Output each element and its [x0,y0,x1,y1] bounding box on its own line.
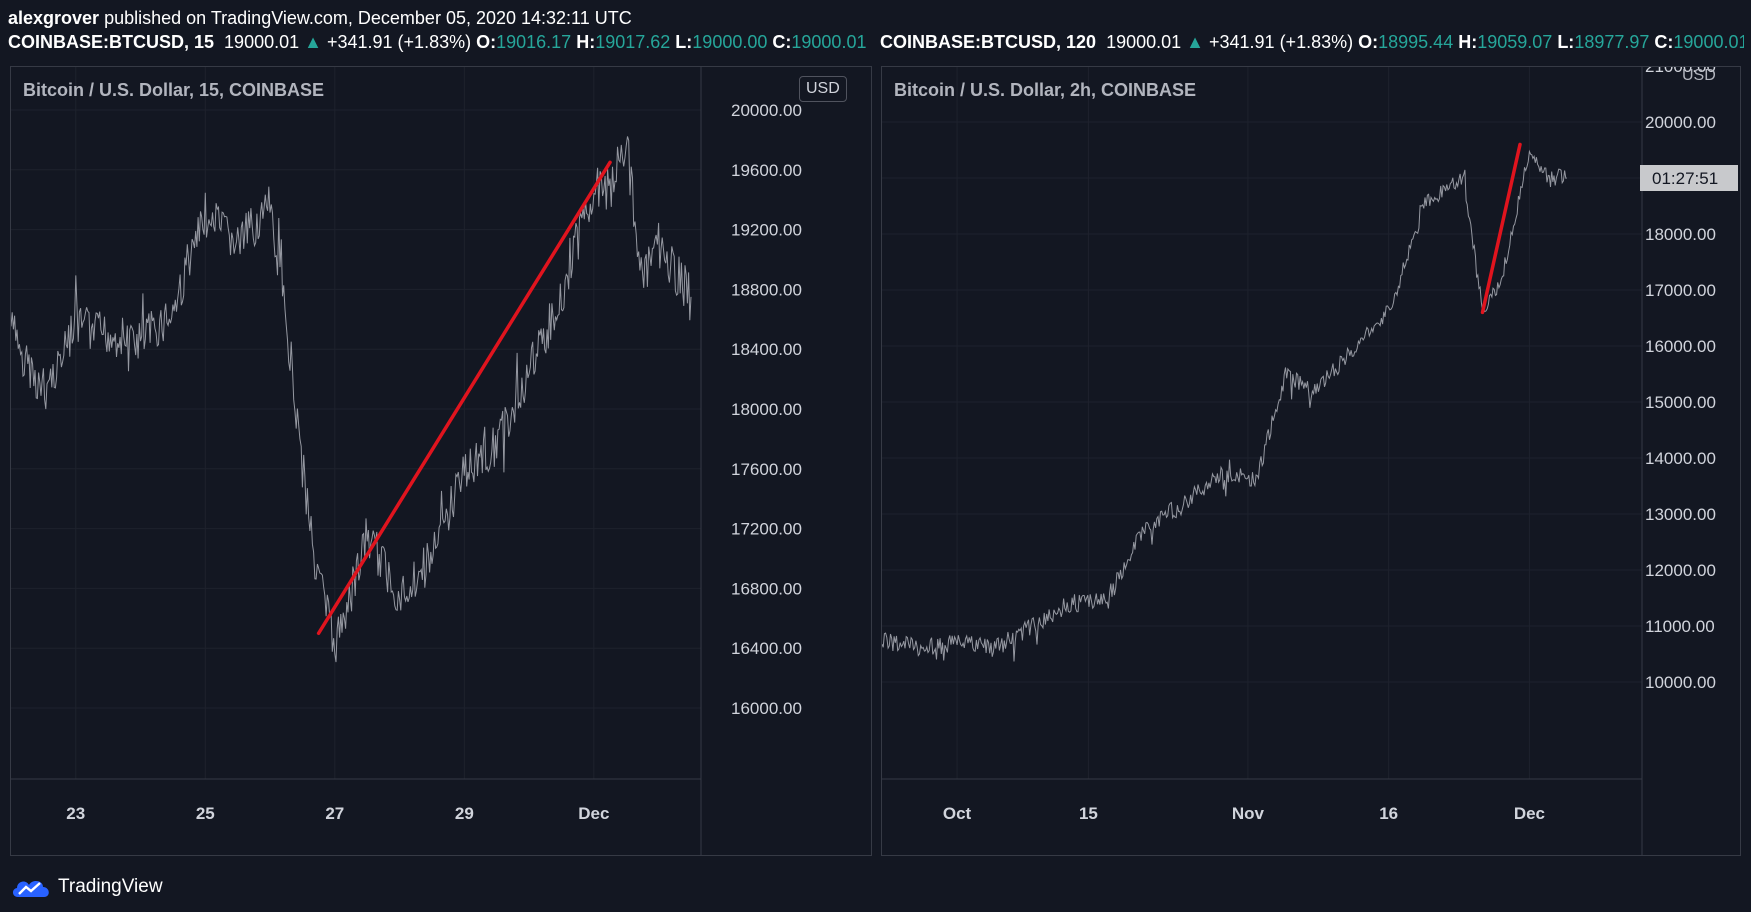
y-tick-label: 18400.00 [731,340,802,359]
close-label: C: [1654,32,1674,52]
open-value: 19016.17 [496,32,572,52]
footer: TradingView [10,874,163,900]
trend-line [316,160,612,635]
quote-line-left: COINBASE:BTCUSD, 15 19000.01 ▲ +341.91 (… [8,32,876,54]
symbol-label[interactable]: COINBASE:BTCUSD, 15 [8,32,215,52]
x-tick-label: 15 [1079,804,1098,823]
quote-line-right: COINBASE:BTCUSD, 120 19000.01 ▲ +341.91 … [880,32,1744,54]
y-tick-label: 12000.00 [1645,561,1716,580]
low-value: 18977.97 [1574,32,1650,52]
brand-name[interactable]: TradingView [58,876,163,897]
y-tick-label: 17000.00 [1645,281,1716,300]
y-tick-label: 14000.00 [1645,449,1716,468]
tradingview-cloud-icon [12,881,49,897]
y-tick-label: 17600.00 [731,460,802,479]
y-tick-label: 20000.00 [1645,113,1716,132]
x-tick-label: Dec [1514,804,1545,823]
chart-title: Bitcoin / U.S. Dollar, 15, COINBASE [23,80,325,100]
y-tick-label: 15000.00 [1645,393,1716,412]
y-tick-label: 16000.00 [731,699,802,718]
y-tick-label: 16400.00 [731,639,802,658]
up-triangle-icon: ▲ [1186,32,1204,52]
open-value: 18995.44 [1378,32,1454,52]
currency-button[interactable]: USD [799,76,847,102]
last-price: 19000.01 [1106,32,1182,52]
y-tick-label: 20000.00 [731,101,802,120]
open-label: O: [476,32,497,52]
x-tick-label: Oct [943,804,972,823]
publication-header: alexgrover published on TradingView.com,… [8,8,632,28]
y-tick-label: 16000.00 [1645,337,1716,356]
y-tick-label: 18800.00 [731,280,802,299]
currency-label[interactable]: USD [1682,67,1716,84]
high-value: 19059.07 [1477,32,1553,52]
price-series-line [882,149,1567,662]
chart-title: Bitcoin / U.S. Dollar, 2h, COINBASE [894,80,1197,100]
y-tick-label: 19600.00 [731,161,802,180]
x-tick-label: Nov [1232,804,1265,823]
low-value: 19000.00 [692,32,768,52]
low-label: L: [1557,32,1575,52]
chart-canvas[interactable]: 20000.00 19600.00 19200.00 18800.00 18400.00… [11,67,871,855]
high-label: H: [1458,32,1478,52]
x-tick-label: 16 [1379,804,1398,823]
y-tick-label: 11000.00 [1645,617,1715,636]
y-tick-label: 19200.00 [731,221,802,240]
close-value: 19000.01 [1673,32,1744,52]
y-tick-label: 17200.00 [731,520,802,539]
y-tick-label: 18000.00 [1645,225,1716,244]
open-label: O: [1358,32,1379,52]
high-label: H: [576,32,596,52]
close-label: C: [772,32,792,52]
y-tick-label: 21000.00 [1645,67,1716,76]
countdown-label: 01:27:51 [1652,169,1718,188]
x-tick-label: 27 [325,804,344,823]
price-change: +341.91 (+1.83%) [1209,32,1354,52]
author-name[interactable]: alexgrover [8,8,100,28]
high-value: 19017.62 [595,32,671,52]
price-change: +341.91 (+1.83%) [326,32,472,52]
y-tick-label: 10000.00 [1645,673,1716,692]
close-value: 19000.01 [791,32,867,52]
chart-canvas[interactable]: 21000.0020000.0019000.0018000.0017000.00… [882,67,1740,855]
y-tick-label: 18000.00 [731,400,802,419]
x-tick-label: 25 [196,804,215,823]
y-tick-label: 13000.00 [1645,505,1716,524]
trend-line [1480,142,1522,315]
low-label: L: [675,32,693,52]
symbol-label[interactable]: COINBASE:BTCUSD, 120 [880,32,1097,52]
chart-pane-15m[interactable]: 20000.00 19600.00 19200.00 18800.00 18400.00… [10,66,872,856]
countdown-badge [1640,165,1738,191]
x-tick-label: 29 [455,804,474,823]
x-tick-label: Dec [578,804,609,823]
x-tick-label: 23 [66,804,85,823]
price-series-line [11,136,692,663]
y-tick-label: 16800.00 [731,579,802,598]
published-text: published on TradingView.com, December 0… [104,8,632,28]
chart-pane-2h[interactable]: 21000.0020000.0019000.0018000.0017000.00… [881,66,1741,856]
up-triangle-icon: ▲ [304,32,322,52]
last-price: 19000.01 [224,32,300,52]
